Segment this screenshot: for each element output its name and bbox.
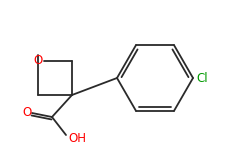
- Text: Cl: Cl: [196, 72, 207, 84]
- Text: O: O: [22, 106, 32, 120]
- Text: O: O: [34, 54, 42, 66]
- Text: OH: OH: [68, 132, 86, 144]
